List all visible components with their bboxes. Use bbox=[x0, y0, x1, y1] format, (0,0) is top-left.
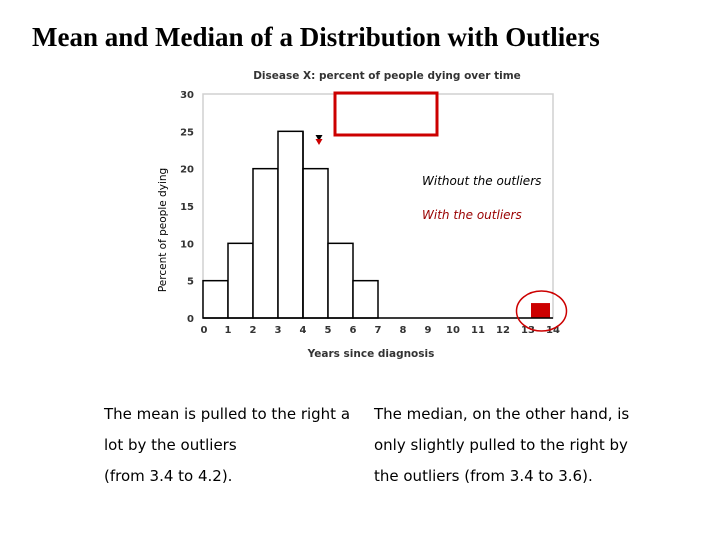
x-tick-label: 11 bbox=[471, 325, 485, 336]
histogram-bar bbox=[227, 242, 254, 319]
x-tick-label: 4 bbox=[300, 325, 307, 336]
x-tick-label: 8 bbox=[400, 325, 407, 336]
mean-caption: The mean is pulled to the right a lot by… bbox=[104, 399, 374, 492]
x-tick-label: 6 bbox=[350, 325, 357, 336]
x-tick-label: 0 bbox=[201, 325, 208, 336]
marker-triangle bbox=[315, 135, 323, 141]
mean-caption-line-3: (from 3.4 to 4.2). bbox=[104, 467, 233, 485]
x-tick-label: 9 bbox=[425, 325, 432, 336]
x-tick-label: 13 bbox=[521, 325, 535, 336]
histogram-bar bbox=[327, 242, 354, 319]
x-tick-label: 2 bbox=[250, 325, 257, 336]
histogram-bar bbox=[302, 167, 329, 319]
y-tick-label: 25 bbox=[180, 127, 194, 138]
highlight-box bbox=[333, 91, 439, 137]
x-tick-label: 14 bbox=[546, 325, 560, 336]
mean-caption-line-2: lot by the outliers bbox=[104, 436, 237, 454]
x-tick-label: 3 bbox=[275, 325, 282, 336]
histogram-bar bbox=[277, 130, 304, 319]
mean-caption-line-1: The mean is pulled to the right a bbox=[104, 405, 351, 423]
y-tick-label: 0 bbox=[187, 314, 194, 325]
histogram-bar bbox=[352, 279, 379, 319]
median-caption: The median, on the other hand, is only s… bbox=[374, 399, 644, 492]
y-tick-label: 10 bbox=[180, 239, 194, 250]
x-tick-label: 1 bbox=[225, 325, 232, 336]
median-caption-line-3: the outliers (from 3.4 to 3.6). bbox=[374, 467, 593, 485]
x-axis-label: Years since diagnosis bbox=[307, 348, 435, 360]
legend-entry: Without the outliers bbox=[422, 174, 541, 188]
histogram-bar bbox=[202, 279, 229, 319]
x-tick-label: 5 bbox=[325, 325, 332, 336]
slide-title: Mean and Median of a Distribution with O… bbox=[32, 22, 600, 52]
y-axis-label: Percent of people dying bbox=[157, 168, 169, 292]
x-tick-label: 10 bbox=[446, 325, 460, 336]
x-tick-label: 12 bbox=[496, 325, 510, 336]
y-tick-label: 20 bbox=[180, 165, 194, 176]
y-tick-label: 5 bbox=[187, 277, 194, 288]
chart-title: Disease X: percent of people dying over … bbox=[253, 70, 521, 82]
outlier-bar bbox=[531, 303, 550, 318]
y-tick-label: 15 bbox=[180, 202, 194, 213]
marker-triangle bbox=[315, 139, 323, 145]
legend-entry: With the outliers bbox=[422, 208, 522, 222]
median-caption-line-2: only slightly pulled to the right by bbox=[374, 436, 628, 454]
y-tick-label: 30 bbox=[180, 90, 194, 101]
outlier-circle bbox=[515, 290, 568, 332]
median-caption-line-1: The median, on the other hand, is bbox=[374, 405, 630, 423]
histogram-bar bbox=[252, 167, 279, 319]
x-tick-label: 7 bbox=[375, 325, 382, 336]
